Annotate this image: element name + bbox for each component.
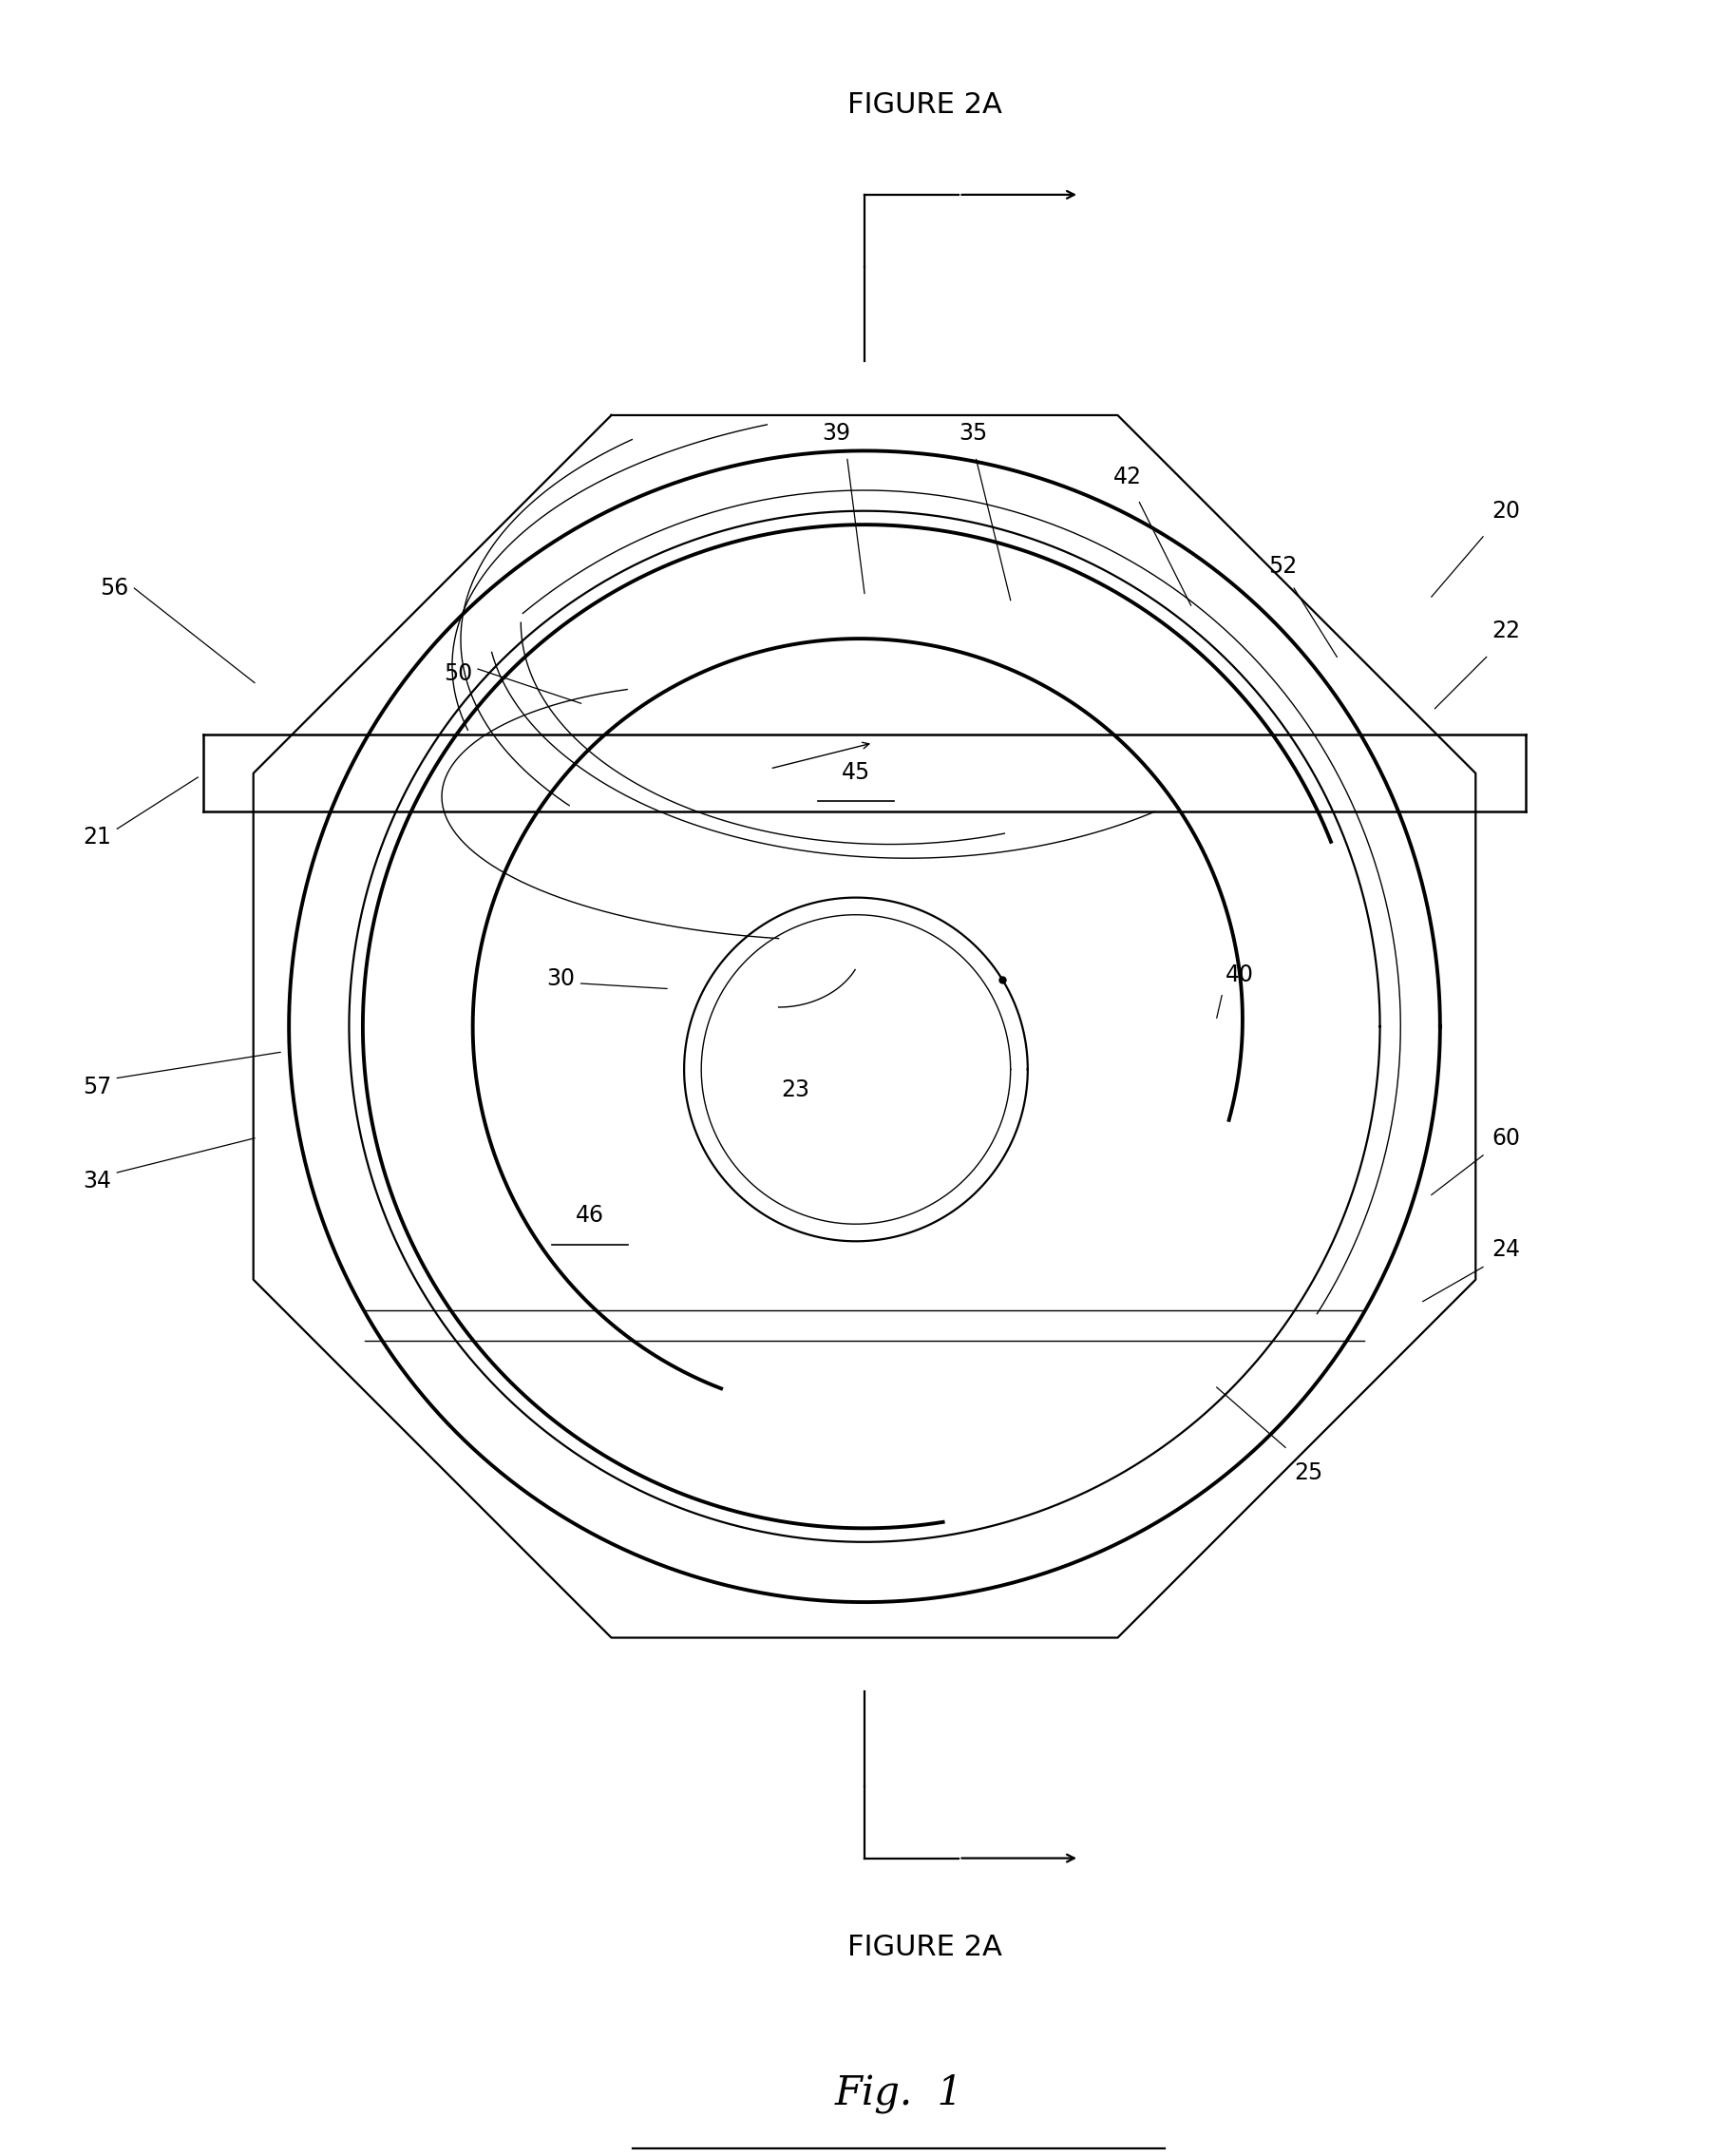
Text: 30: 30 [546, 966, 576, 990]
Text: 35: 35 [960, 423, 987, 444]
Text: 21: 21 [83, 826, 111, 849]
Text: Fig.  1: Fig. 1 [835, 2074, 963, 2113]
Text: 42: 42 [1113, 466, 1143, 487]
Text: 24: 24 [1492, 1238, 1520, 1261]
Text: 34: 34 [83, 1171, 111, 1192]
Text: 40: 40 [1226, 964, 1254, 985]
Text: 60: 60 [1492, 1128, 1520, 1149]
Text: 56: 56 [100, 578, 128, 599]
Text: 50: 50 [444, 662, 472, 686]
Text: 25: 25 [1293, 1462, 1323, 1485]
Text: 52: 52 [1269, 554, 1297, 578]
Text: 23: 23 [782, 1078, 809, 1102]
Text: 20: 20 [1492, 500, 1520, 522]
Text: 46: 46 [576, 1203, 603, 1227]
Text: 57: 57 [83, 1076, 111, 1097]
Text: 39: 39 [821, 423, 851, 444]
Text: FIGURE 2A: FIGURE 2A [847, 1934, 1003, 1962]
Text: 45: 45 [842, 761, 870, 783]
Text: 22: 22 [1492, 619, 1520, 642]
Text: FIGURE 2A: FIGURE 2A [847, 91, 1003, 119]
